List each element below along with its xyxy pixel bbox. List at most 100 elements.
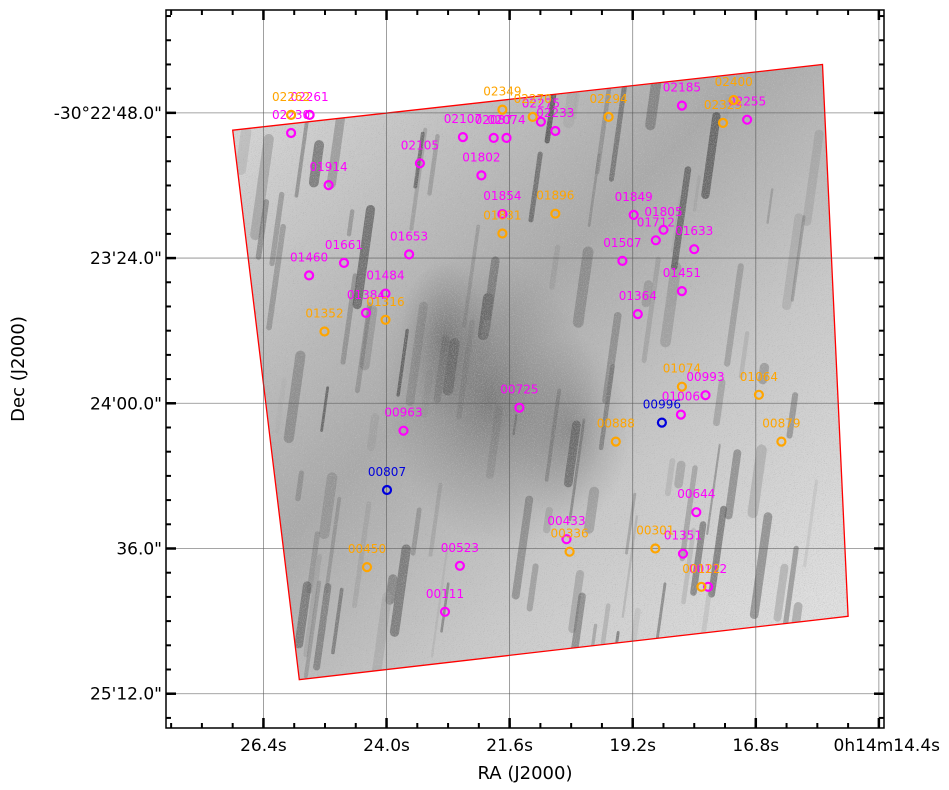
source-marker (304, 109, 315, 121)
source-marker (439, 606, 451, 617)
source-label: 00993 (686, 370, 724, 384)
source-marker (457, 132, 468, 143)
source-label: 01854 (483, 189, 521, 203)
x-tick-label: 21.6s (486, 736, 533, 756)
source-marker (702, 581, 714, 592)
source-label: 00879 (762, 417, 800, 431)
source-label: 01802 (462, 150, 500, 164)
source-marker (454, 560, 465, 571)
source-marker (632, 309, 643, 320)
source-label: 01805 (644, 205, 682, 219)
source-marker (650, 543, 661, 554)
source-marker (414, 158, 425, 169)
source-marker (650, 235, 661, 246)
x-axis-tick-labels: 26.4s 24.0s 21.6s 19.2s 16.8s 0h14m14.4s (240, 736, 940, 756)
source-label: 01351 (664, 529, 702, 543)
y-tick-label: -30°22'48.0" (54, 104, 162, 124)
footprint-outline (231, 63, 849, 681)
source-label: 00336 (551, 527, 589, 541)
source-marker (717, 117, 729, 129)
source-marker (380, 314, 391, 325)
source-marker (380, 288, 391, 299)
source-label: 00122 (682, 562, 720, 576)
y-tick-label: 24'00.0" (90, 394, 162, 414)
source-label: 02349 (483, 85, 521, 99)
source-label: 01653 (390, 229, 428, 243)
source-marker (610, 436, 621, 447)
source-marker (381, 484, 393, 496)
source-label: 02074 (487, 113, 525, 127)
source-label: 01633 (675, 224, 713, 238)
source-marker (514, 402, 525, 413)
source-marker (398, 425, 409, 436)
source-marker (689, 244, 700, 255)
source-label: 00963 (384, 406, 422, 420)
source-label: 01006 (662, 390, 700, 404)
source-marker (323, 180, 334, 191)
source-marker (319, 326, 330, 337)
source-marker (658, 224, 669, 235)
source-label: 02400 (715, 75, 753, 89)
source-marker (550, 125, 561, 137)
grid (166, 10, 884, 728)
source-marker (497, 209, 508, 220)
plot-frame (165, 9, 885, 729)
source-label: 02262 (272, 90, 310, 104)
source-label: 02275 (522, 97, 560, 111)
source-label: 02261 (291, 90, 329, 104)
source-label: 00996 (643, 398, 681, 412)
source-label: 01484 (366, 269, 404, 283)
x-tick-label: 26.4s (240, 736, 287, 756)
source-marker (676, 286, 688, 297)
source-marker (360, 307, 372, 318)
source-label: 00807 (368, 465, 406, 479)
source-marker (527, 111, 538, 123)
source-label: 01914 (310, 160, 348, 174)
source-marker (501, 132, 512, 143)
source-label: 02185 (663, 81, 701, 95)
y-axis-label: Dec (J2000) (8, 316, 29, 422)
source-marker (535, 116, 547, 127)
source-marker (476, 170, 487, 181)
axis-ticks (166, 10, 884, 728)
source-label: 02230 (272, 108, 310, 122)
source-label: 01507 (603, 236, 641, 250)
source-marker (564, 546, 575, 557)
source-label: 01712 (637, 215, 675, 229)
source-marker (550, 208, 561, 219)
source-label: 00111 (426, 587, 464, 601)
source-label: 02294 (590, 92, 628, 106)
source-label: 01896 (536, 189, 574, 203)
source-label: 01661 (325, 238, 363, 252)
source-marker (561, 534, 572, 545)
source-label: 01074 (663, 362, 701, 376)
y-axis-tick-labels: -30°22'48.0" 23'24.0" 24'00.0" 36.0" 25'12.0… (54, 104, 162, 705)
source-marker (286, 127, 297, 139)
source-label: 00888 (597, 417, 635, 431)
x-tick-label: 24.0s (363, 736, 410, 756)
source-marker (338, 257, 350, 268)
y-tick-label: 25'12.0" (90, 685, 162, 705)
source-marker (656, 417, 668, 428)
source-label: 01352 (305, 307, 343, 321)
source-marker (676, 100, 688, 111)
source-marker (304, 270, 315, 281)
source-label: 02323 (704, 98, 742, 112)
source-marker (675, 409, 687, 420)
source-label: 02270 (514, 92, 552, 106)
sky-image (232, 64, 849, 680)
source-marker (628, 209, 639, 220)
source-label: 02107 (444, 112, 482, 126)
source-marker (286, 109, 297, 121)
source-marker (691, 507, 702, 518)
source-label: 01316 (366, 295, 404, 309)
source-label: 01364 (619, 289, 657, 303)
source-label: 02105 (401, 138, 439, 152)
source-label: 00112 (689, 562, 727, 576)
source-label: 00450 (348, 542, 386, 556)
source-marker (741, 114, 753, 125)
source-label: 01460 (290, 250, 328, 264)
x-axis-label: RA (J2000) (478, 763, 573, 784)
source-label: 01849 (615, 190, 653, 204)
